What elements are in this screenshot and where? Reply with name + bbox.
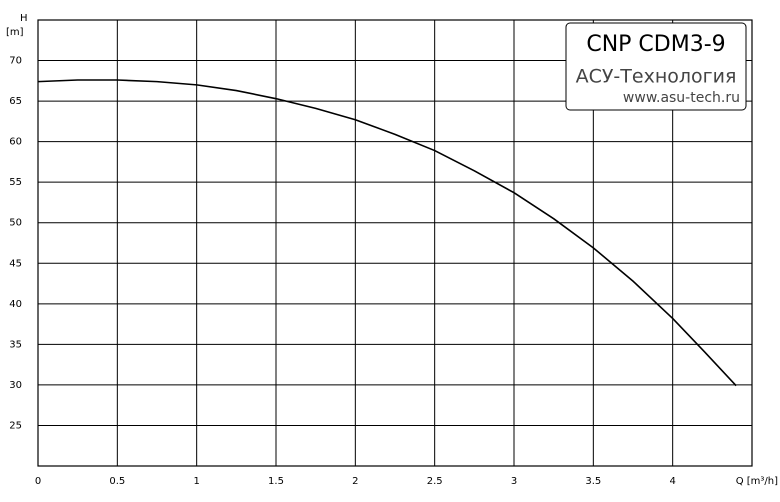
y-tick-label: 40 [9,299,22,310]
y-tick-label: 70 [9,56,22,67]
x-tick-label: 4 [669,476,675,487]
y-tick-label: 35 [9,339,22,350]
x-tick-label: 2.5 [427,476,443,487]
x-tick-label: 3.5 [585,476,601,487]
model-name: CNP CDM3-9 [586,32,725,57]
y-tick-label: 25 [9,420,22,431]
curve [37,79,737,387]
x-tick-label: 1.5 [268,476,284,487]
y-tick-label: 45 [9,258,22,269]
logo-box [565,22,747,111]
y-tick-label: 65 [9,96,22,107]
y-tick-label: 60 [9,137,22,148]
x-tick-label: 2 [352,476,358,487]
y-axis-label: H [20,13,28,24]
x-tick-label: 0.5 [109,476,125,487]
y-tick-label: 55 [9,177,22,188]
x-tick-label: 1 [193,476,199,487]
x-tick-label: 3 [511,476,517,487]
y-tick-label: 30 [9,380,22,391]
x-axis-label: Q [m³/h] [736,476,778,487]
x-tick-label: 0 [35,476,41,487]
y-tick-label: 50 [9,218,22,229]
y-axis-unit: [m] [6,27,24,38]
company-name: АСУ-Технология [576,66,737,88]
website: www.asu-tech.ru [623,90,740,106]
